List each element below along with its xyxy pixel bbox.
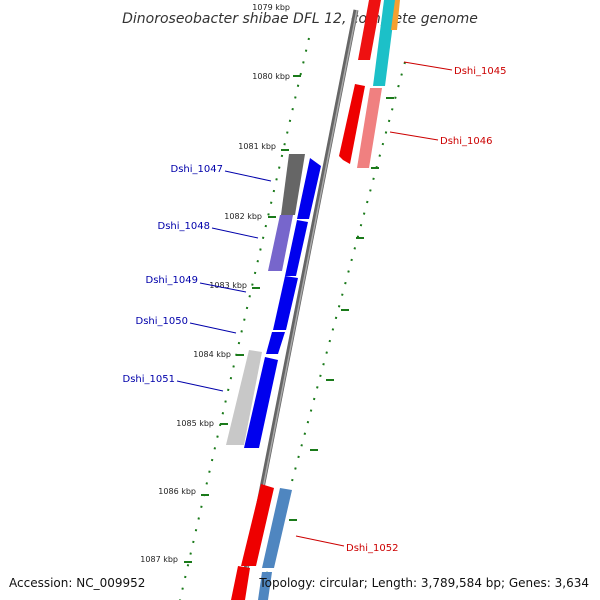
gene-feature[interactable] bbox=[297, 158, 321, 219]
gene-label[interactable]: Dshi_1047 bbox=[171, 164, 223, 175]
gene-feature[interactable] bbox=[241, 484, 274, 566]
gene-feature[interactable] bbox=[273, 276, 298, 330]
gene-feature[interactable] bbox=[391, 0, 400, 30]
tick-label: 1079 kbp bbox=[252, 3, 290, 12]
gene-feature[interactable] bbox=[231, 566, 250, 600]
tick-label: 1084 kbp bbox=[193, 350, 231, 359]
gene-feature[interactable] bbox=[262, 488, 292, 568]
gene-feature[interactable] bbox=[339, 84, 365, 164]
forward-strand-genes bbox=[226, 154, 321, 448]
gene-label[interactable]: Dshi_1046 bbox=[440, 136, 492, 147]
gene-feature[interactable] bbox=[268, 215, 293, 271]
tick-label: 1086 kbp bbox=[158, 487, 196, 496]
gene-feature[interactable] bbox=[226, 350, 262, 445]
tick-label: 1087 kbp bbox=[140, 555, 178, 564]
tick-label: 1081 kbp bbox=[238, 142, 276, 151]
leader-lines bbox=[176, 61, 453, 547]
tick-labels: 1079 kbp 1080 kbp 1081 kbp 1082 kbp 1083… bbox=[140, 3, 290, 564]
gene-feature[interactable] bbox=[281, 154, 305, 215]
gene-label[interactable]: Dshi_1049 bbox=[146, 275, 198, 286]
outer-ticks bbox=[289, 97, 394, 521]
tick-label: 1083 kbp bbox=[209, 281, 247, 290]
gene-label[interactable]: Dshi_1048 bbox=[158, 221, 210, 232]
gene-feature[interactable] bbox=[358, 0, 381, 60]
gene-label[interactable]: Dshi_1050 bbox=[136, 316, 188, 327]
major-ticks bbox=[184, 75, 301, 563]
genome-stats-text: Topology: circular; Length: 3,789,584 bp… bbox=[259, 576, 589, 590]
gene-feature[interactable] bbox=[266, 332, 285, 354]
gene-label[interactable]: Dshi_1052 bbox=[346, 543, 398, 554]
tick-label: 1082 kbp bbox=[224, 212, 262, 221]
gene-label[interactable]: Dshi_1045 bbox=[454, 66, 506, 77]
accession-text: Accession: NC_009952 bbox=[9, 576, 146, 590]
map-title: Dinoroseobacter shibae DFL 12, complete … bbox=[122, 11, 478, 27]
gene-feature[interactable] bbox=[244, 357, 278, 448]
gene-feature[interactable] bbox=[357, 88, 382, 168]
tick-label: 1085 kbp bbox=[176, 419, 214, 428]
gene-labels: Dshi_1045 Dshi_1046 Dshi_1047 Dshi_1048 … bbox=[123, 66, 507, 554]
gene-feature[interactable] bbox=[285, 220, 308, 276]
reverse-strand-genes bbox=[231, 0, 400, 600]
gene-label[interactable]: Dshi_1051 bbox=[123, 374, 175, 385]
gene-feature[interactable] bbox=[258, 572, 272, 600]
inner-tick-track bbox=[179, 37, 310, 600]
gene-feature[interactable] bbox=[373, 0, 396, 86]
tick-label: 1080 kbp bbox=[252, 72, 290, 81]
